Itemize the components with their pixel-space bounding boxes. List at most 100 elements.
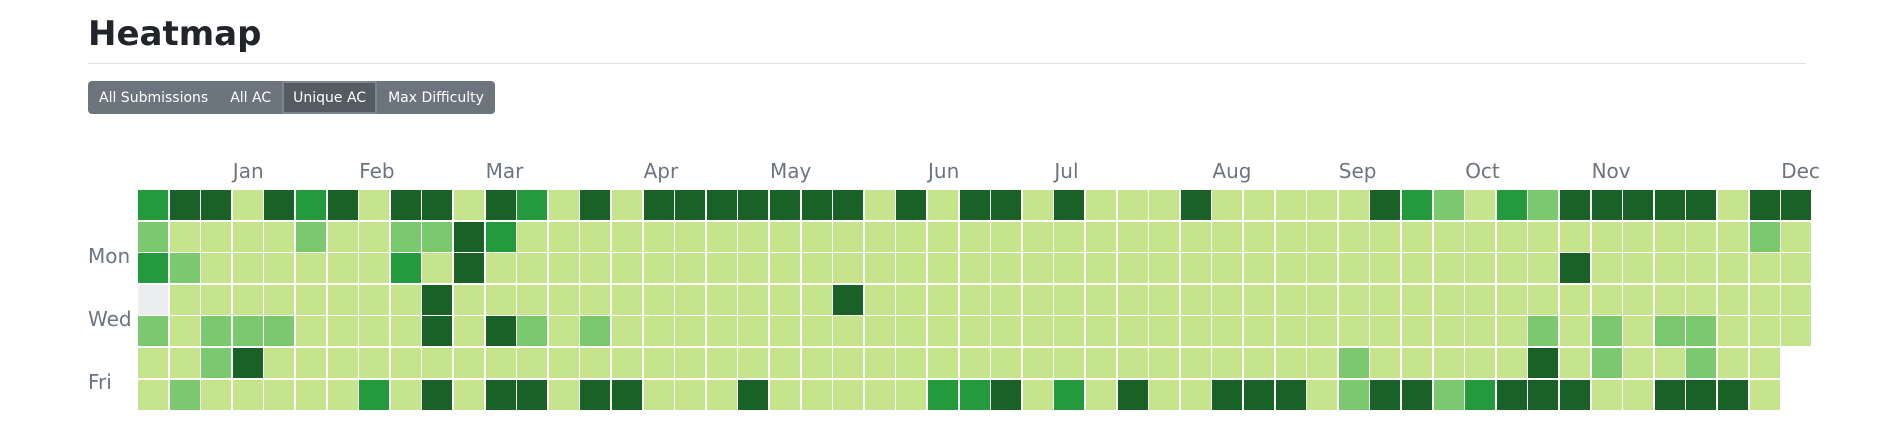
heatmap-cell[interactable] (1560, 316, 1590, 347)
heatmap-cell[interactable] (612, 379, 642, 410)
heatmap-cell[interactable] (643, 284, 674, 315)
heatmap-cell[interactable] (770, 253, 800, 284)
heatmap-cell[interactable] (1338, 284, 1369, 315)
heatmap-cell[interactable] (959, 253, 990, 284)
heatmap-cell[interactable] (327, 348, 358, 378)
heatmap-cell[interactable] (864, 348, 895, 378)
heatmap-cell[interactable] (1591, 221, 1622, 252)
heatmap-cell[interactable] (1528, 284, 1559, 315)
heatmap-cell[interactable] (959, 379, 990, 410)
heatmap-cell[interactable] (1560, 221, 1590, 252)
heatmap-cell[interactable] (1054, 316, 1085, 347)
heatmap-cell[interactable] (1496, 253, 1527, 284)
heatmap-cell[interactable] (1749, 379, 1780, 410)
heatmap-cell[interactable] (454, 221, 484, 252)
heatmap-cell[interactable] (138, 221, 168, 252)
heatmap-cell[interactable] (1496, 348, 1527, 378)
heatmap-cell[interactable] (1718, 348, 1748, 378)
heatmap-cell[interactable] (1054, 348, 1085, 378)
heatmap-cell[interactable] (896, 221, 927, 252)
heatmap-cell[interactable] (201, 284, 232, 315)
heatmap-cell[interactable] (991, 253, 1022, 284)
heatmap-cell[interactable] (1591, 348, 1622, 378)
heatmap-cell[interactable] (517, 316, 548, 347)
heatmap-cell[interactable] (1117, 316, 1148, 347)
heatmap-cell[interactable] (1244, 253, 1274, 284)
heatmap-cell[interactable] (1654, 221, 1685, 252)
filter-all-submissions-button[interactable]: All Submissions (88, 81, 220, 114)
heatmap-cell[interactable] (264, 316, 295, 347)
heatmap-cell[interactable] (1496, 221, 1527, 252)
heatmap-cell[interactable] (1244, 190, 1274, 220)
heatmap-cell[interactable] (1465, 316, 1496, 347)
heatmap-cell[interactable] (327, 221, 358, 252)
heatmap-cell[interactable] (1686, 221, 1717, 252)
heatmap-cell[interactable] (1496, 379, 1527, 410)
heatmap-cell[interactable] (1496, 284, 1527, 315)
heatmap-cell[interactable] (896, 348, 927, 378)
heatmap-cell[interactable] (1212, 379, 1243, 410)
heatmap-cell[interactable] (1686, 253, 1717, 284)
heatmap-cell[interactable] (643, 348, 674, 378)
heatmap-cell[interactable] (232, 379, 263, 410)
heatmap-cell[interactable] (327, 316, 358, 347)
heatmap-cell[interactable] (1654, 348, 1685, 378)
heatmap-cell[interactable] (1275, 284, 1306, 315)
heatmap-cell[interactable] (1623, 316, 1654, 347)
heatmap-cell[interactable] (232, 316, 263, 347)
heatmap-cell[interactable] (1212, 221, 1243, 252)
heatmap-cell[interactable] (138, 284, 168, 315)
heatmap-cell[interactable] (1307, 190, 1338, 220)
heatmap-cell[interactable] (1086, 316, 1116, 347)
heatmap-cell[interactable] (1275, 379, 1306, 410)
heatmap-cell[interactable] (169, 348, 200, 378)
heatmap-cell[interactable] (454, 190, 484, 220)
heatmap-cell[interactable] (1591, 253, 1622, 284)
heatmap-cell[interactable] (580, 190, 611, 220)
heatmap-cell[interactable] (485, 379, 516, 410)
heatmap-cell[interactable] (232, 190, 263, 220)
heatmap-cell[interactable] (296, 284, 326, 315)
heatmap-cell[interactable] (169, 284, 200, 315)
heatmap-cell[interactable] (1244, 284, 1274, 315)
heatmap-cell[interactable] (264, 253, 295, 284)
heatmap-cell[interactable] (1370, 221, 1401, 252)
heatmap-cell[interactable] (296, 348, 326, 378)
heatmap-cell[interactable] (1338, 348, 1369, 378)
heatmap-cell[interactable] (169, 190, 200, 220)
heatmap-cell[interactable] (959, 316, 990, 347)
heatmap-cell[interactable] (675, 379, 706, 410)
heatmap-cell[interactable] (1275, 190, 1306, 220)
heatmap-cell[interactable] (991, 316, 1022, 347)
heatmap-cell[interactable] (1244, 348, 1274, 378)
heatmap-cell[interactable] (1433, 284, 1464, 315)
heatmap-cell[interactable] (770, 284, 800, 315)
heatmap-cell[interactable] (1212, 348, 1243, 378)
heatmap-cell[interactable] (770, 221, 800, 252)
heatmap-cell[interactable] (1086, 253, 1116, 284)
heatmap-cell[interactable] (1560, 284, 1590, 315)
heatmap-cell[interactable] (1117, 253, 1148, 284)
heatmap-cell[interactable] (1749, 221, 1780, 252)
heatmap-cell[interactable] (738, 348, 769, 378)
heatmap-cell[interactable] (770, 316, 800, 347)
heatmap-cell[interactable] (801, 190, 832, 220)
heatmap-cell[interactable] (864, 190, 895, 220)
heatmap-cell[interactable] (833, 284, 864, 315)
heatmap-cell[interactable] (485, 221, 516, 252)
heatmap-cell[interactable] (390, 190, 421, 220)
heatmap-cell[interactable] (264, 284, 295, 315)
heatmap-cell[interactable] (1623, 379, 1654, 410)
heatmap-cell[interactable] (706, 221, 737, 252)
heatmap-cell[interactable] (675, 348, 706, 378)
heatmap-cell[interactable] (1054, 379, 1085, 410)
heatmap-cell[interactable] (1212, 316, 1243, 347)
heatmap-cell[interactable] (548, 253, 579, 284)
heatmap-cell[interactable] (264, 221, 295, 252)
heatmap-cell[interactable] (738, 221, 769, 252)
heatmap-cell[interactable] (1623, 190, 1654, 220)
heatmap-cell[interactable] (390, 253, 421, 284)
heatmap-cell[interactable] (706, 316, 737, 347)
heatmap-cell[interactable] (1591, 316, 1622, 347)
heatmap-cell[interactable] (296, 253, 326, 284)
